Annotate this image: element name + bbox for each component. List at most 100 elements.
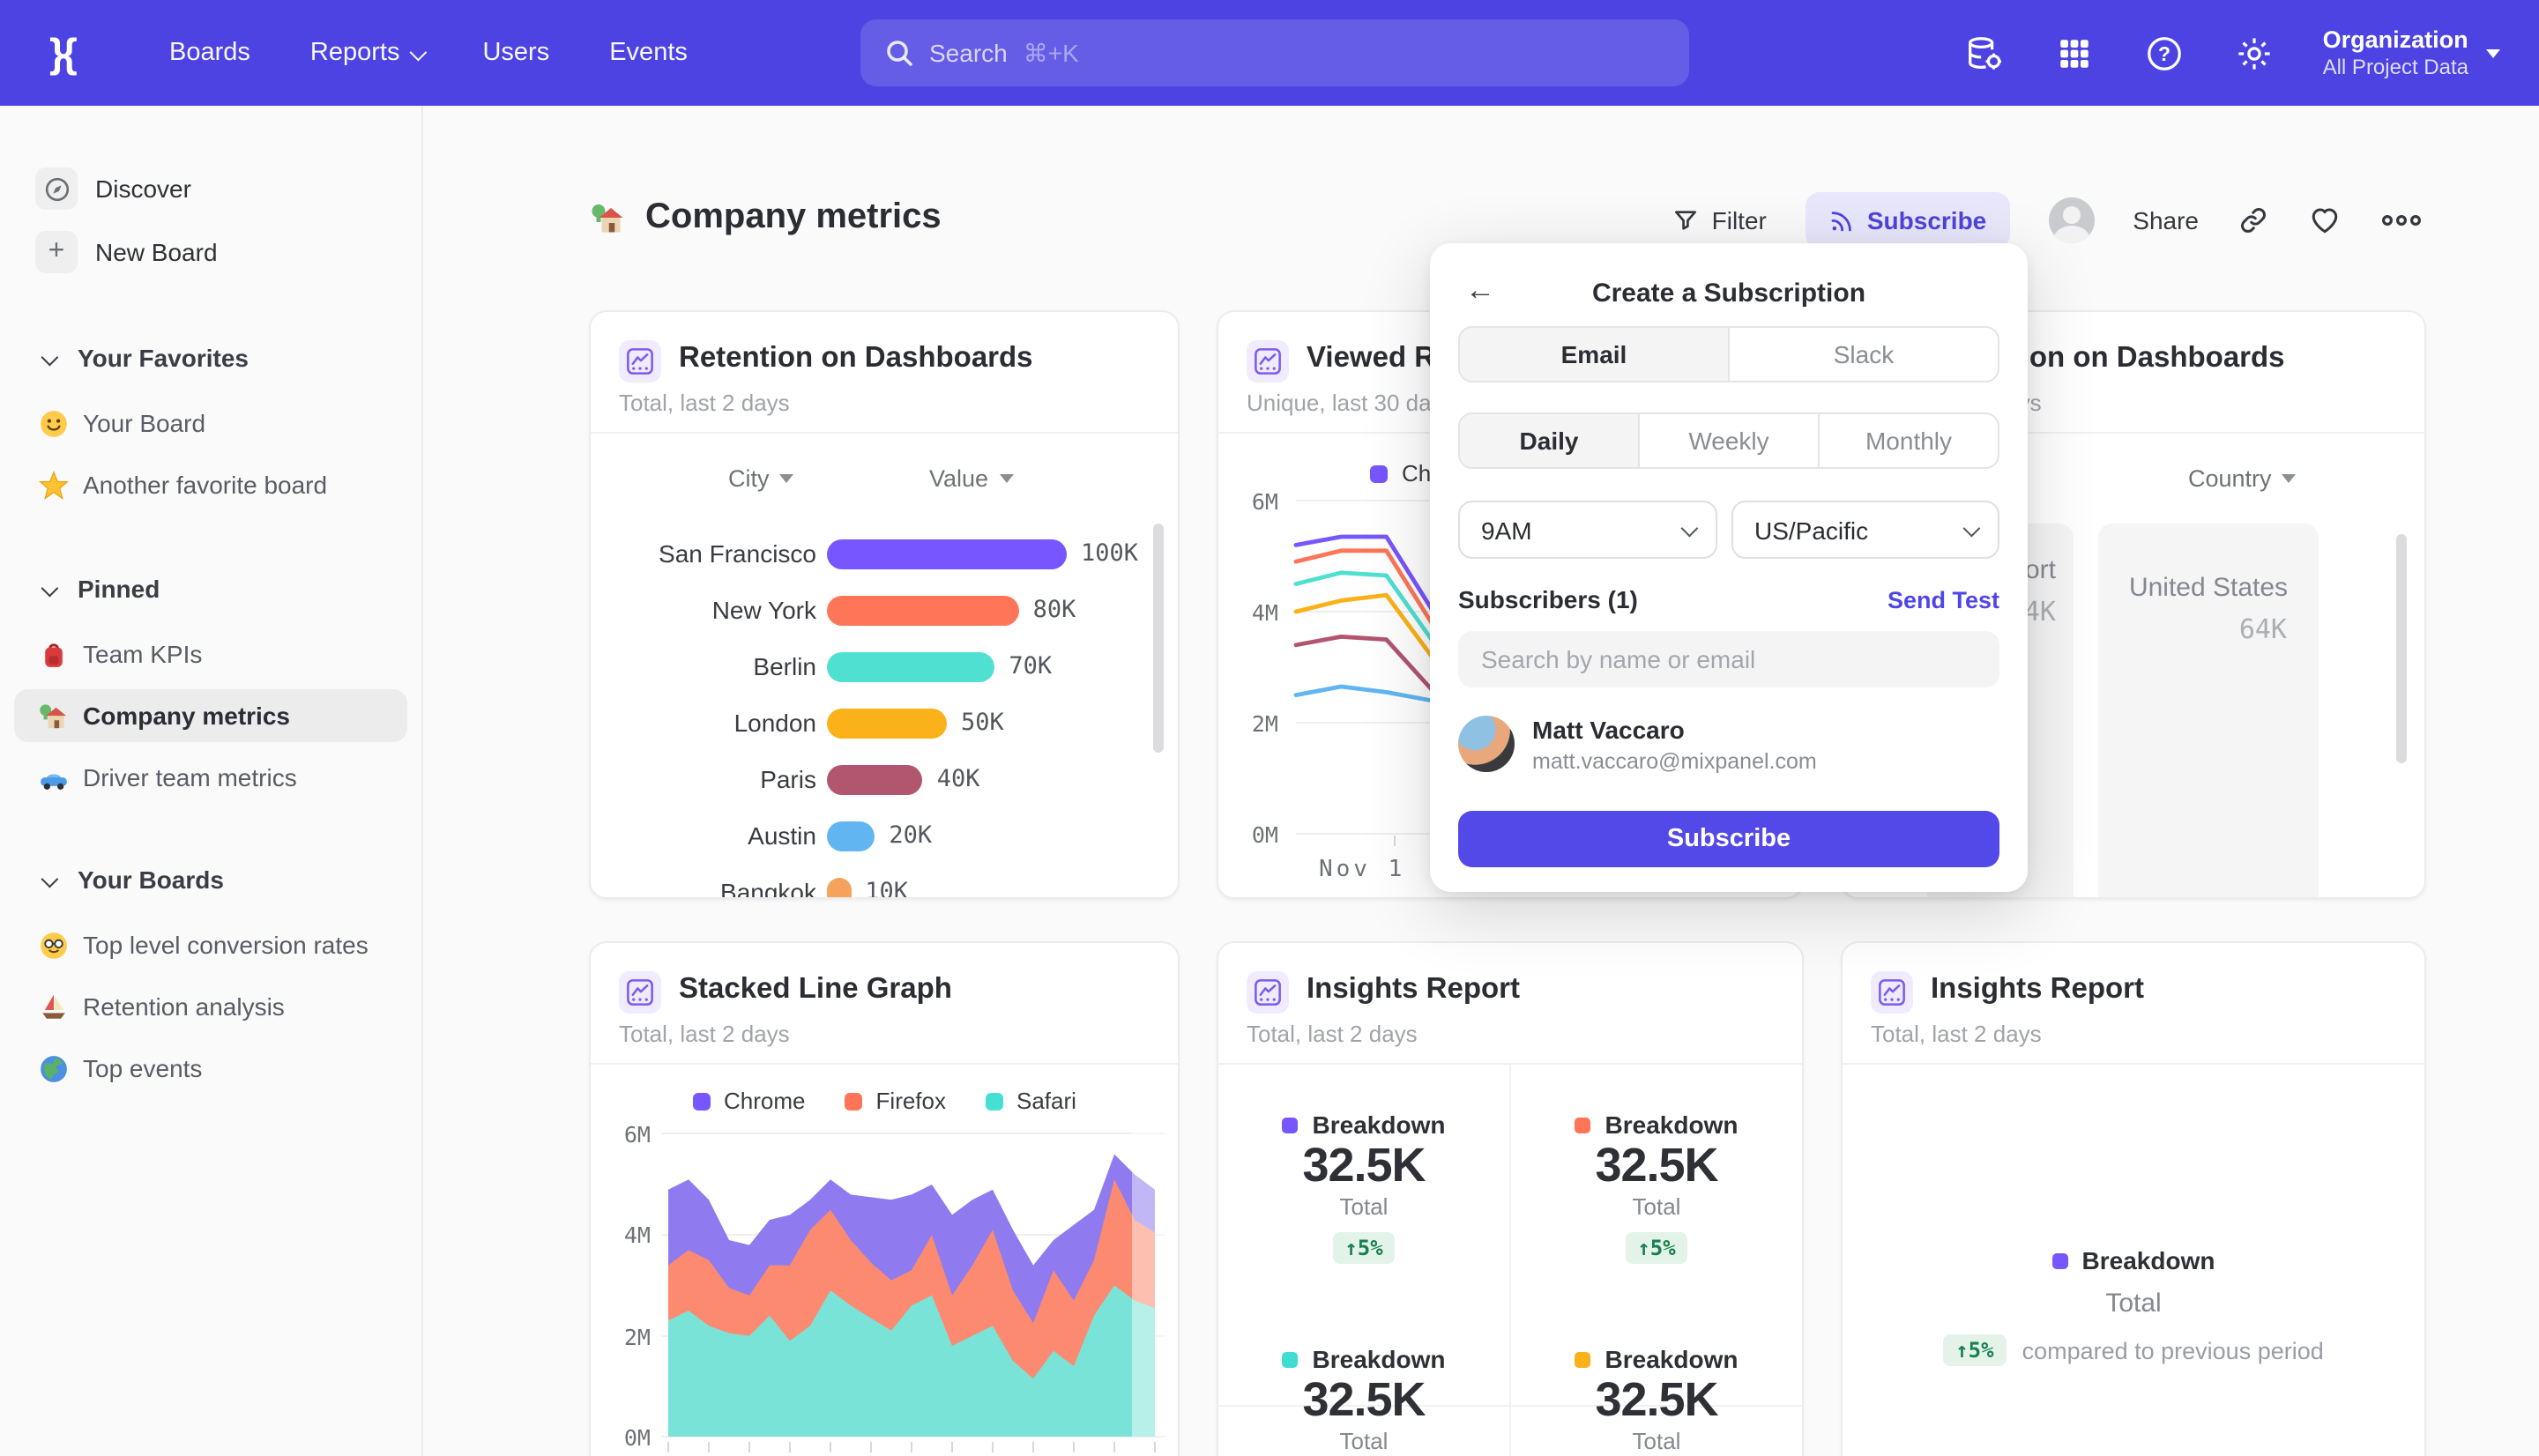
globe-emoji-icon: [39, 1053, 69, 1083]
chevron-down-icon: [1680, 519, 1699, 538]
metric-total-label: Total: [1339, 1428, 1389, 1454]
sidebar-item-discover[interactable]: Discover: [0, 164, 421, 213]
tab-slack[interactable]: Slack: [1728, 328, 1998, 381]
table-row[interactable]: Berlin 70K: [753, 651, 1053, 681]
section-your-boards[interactable]: Your Boards: [0, 857, 421, 903]
user-avatar[interactable]: [2048, 197, 2095, 243]
panel-value: 64K: [2238, 613, 2287, 645]
table-row[interactable]: London 50K: [733, 708, 1004, 738]
column-header-value[interactable]: Value: [929, 465, 1014, 492]
sidebar-board-another-favorite[interactable]: Another favorite board: [0, 458, 421, 511]
legend-swatch: [844, 1092, 862, 1110]
share-button[interactable]: Share: [2133, 206, 2199, 234]
section-pinned[interactable]: Pinned: [0, 566, 421, 612]
settings-gear-icon[interactable]: [2233, 32, 2275, 74]
metric-total-label: Total: [1632, 1193, 1681, 1220]
divider: [1218, 1405, 1802, 1407]
subscriber-search-input[interactable]: [1458, 631, 1999, 687]
subscriber-avatar: [1458, 716, 1515, 772]
more-options-button[interactable]: [2380, 212, 2423, 229]
sidebar-item-new-board[interactable]: + New Board: [0, 227, 421, 277]
link-icon: [2241, 208, 2266, 233]
copy-link-button[interactable]: [2237, 204, 2269, 236]
send-test-link[interactable]: Send Test: [1887, 587, 1999, 613]
apps-grid-icon[interactable]: [2053, 32, 2096, 74]
legend-swatch: [692, 1092, 711, 1110]
mixpanel-logo[interactable]: }{: [49, 29, 78, 75]
subscribe-submit-button[interactable]: Subscribe: [1458, 811, 1999, 867]
legend-swatch: [1282, 1351, 1299, 1367]
table-row[interactable]: Bangkok 10K: [591, 873, 908, 897]
column-header-country[interactable]: Country: [2188, 465, 2297, 492]
legend-swatch: [985, 1092, 1002, 1110]
sidebar-board-your-board[interactable]: Your Board: [0, 397, 421, 449]
panel-label: United States: [2128, 573, 2289, 603]
svg-text:?: ?: [2158, 41, 2170, 64]
help-icon[interactable]: ?: [2143, 32, 2185, 74]
legend-firefox[interactable]: Firefox: [844, 1088, 946, 1114]
sidebar-board-company-metrics[interactable]: Company metrics: [0, 689, 421, 742]
tab-email[interactable]: Email: [1460, 328, 1728, 381]
card-title[interactable]: Retention on Dashboards: [679, 342, 1033, 374]
board-actions: Filter Subscribe Share: [1672, 192, 2423, 249]
metric-value: 32.5K: [1595, 1139, 1718, 1192]
sidebar-board-driver-team-metrics[interactable]: Driver team metrics: [0, 751, 421, 804]
nav-item-boards[interactable]: Boards: [169, 39, 250, 67]
country-panel[interactable]: United States 64K: [2098, 524, 2319, 897]
legend-chrome[interactable]: Chrome: [692, 1088, 806, 1114]
table-row[interactable]: New York 80K: [711, 595, 1076, 625]
sidebar-board-top-events[interactable]: Top events: [0, 1042, 421, 1095]
line-chart-icon: [619, 971, 661, 1014]
search-icon: [887, 41, 912, 66]
divider: [1843, 1063, 2424, 1065]
search-input[interactable]: Search ⌘+K: [860, 19, 1689, 86]
board-emoji-house-icon: [591, 200, 626, 235]
nav-item-users[interactable]: Users: [482, 39, 550, 67]
nav-item-reports[interactable]: Reports: [310, 39, 427, 67]
line-chart-icon: [1871, 971, 1913, 1014]
card-stacked-line-graph: Stacked Line Graph Total, last 2 days Ch…: [589, 941, 1180, 1456]
sidebar-board-top-level-conversion[interactable]: Top level conversion rates: [0, 918, 421, 971]
scrollbar[interactable]: [1153, 524, 1164, 753]
org-switcher[interactable]: Organization All Project Data: [2323, 26, 2500, 80]
back-arrow-button[interactable]: ←: [1465, 273, 1495, 307]
table-row[interactable]: San Francisco 100K: [659, 539, 1139, 568]
sailboat-emoji-icon: [39, 992, 69, 1021]
y-tick: 6M: [1251, 488, 1278, 515]
favorite-heart-button[interactable]: [2308, 204, 2342, 236]
legend-safari[interactable]: Safari: [985, 1088, 1076, 1114]
smiley-emoji-icon: [39, 408, 69, 438]
nav-item-events[interactable]: Events: [609, 39, 688, 67]
metric-quadrant[interactable]: Breakdown 32.5K Total ↑5%: [1511, 1345, 1802, 1456]
card-title[interactable]: Insights Report: [1307, 973, 1521, 1005]
y-tick: 0M: [1251, 821, 1278, 848]
tab-weekly[interactable]: Weekly: [1638, 414, 1818, 467]
board-title-row: Company metrics: [591, 197, 942, 238]
data-management-icon[interactable]: [1963, 32, 2006, 74]
y-tick: 0M: [623, 1424, 651, 1451]
legend-swatch: [1282, 1117, 1299, 1133]
metric-quadrant[interactable]: Breakdown 32.5K Total ↑5%: [1218, 1111, 1509, 1264]
time-select[interactable]: 9AM: [1458, 501, 1717, 559]
tab-daily[interactable]: Daily: [1460, 414, 1638, 467]
legend-swatch: [1575, 1117, 1591, 1133]
card-title[interactable]: Insights Report: [1931, 973, 2145, 1005]
table-row[interactable]: Austin 20K: [748, 821, 933, 851]
card-insights-report-grid: Insights Report Total, last 2 days Break…: [1217, 941, 1804, 1456]
sidebar-board-retention-analysis[interactable]: Retention analysis: [0, 980, 421, 1033]
table-row[interactable]: Paris 40K: [760, 764, 980, 794]
metric-quadrant[interactable]: Breakdown 32.5K Total ↑5%: [1511, 1111, 1802, 1264]
tab-monthly[interactable]: Monthly: [1818, 414, 1998, 467]
scrollbar[interactable]: [2396, 534, 2407, 763]
bar: [827, 539, 1067, 568]
sidebar-board-team-kpis[interactable]: Team KPIs: [0, 628, 421, 680]
metric-quadrant[interactable]: Breakdown 32.5K Total ↑5%: [1218, 1345, 1509, 1456]
filter-button[interactable]: Filter: [1672, 206, 1767, 234]
section-your-favorites[interactable]: Your Favorites: [0, 335, 421, 381]
card-title[interactable]: Stacked Line Graph: [679, 973, 952, 1005]
metric-block[interactable]: Breakdown Total ↑5% compared to previous…: [1843, 1246, 2424, 1366]
column-header-city[interactable]: City: [728, 465, 794, 492]
timezone-select[interactable]: US/Pacific: [1731, 501, 1999, 559]
subscribe-button[interactable]: Subscribe: [1805, 192, 2010, 249]
bar: [827, 708, 947, 738]
